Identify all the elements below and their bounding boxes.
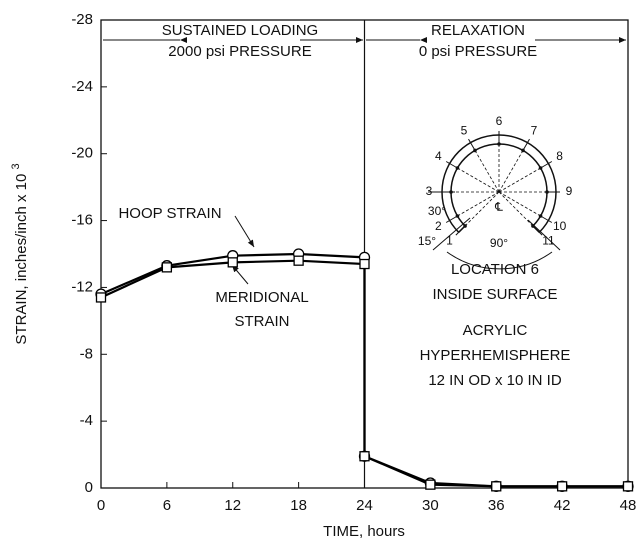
x-tick-label: 12 — [224, 497, 241, 514]
y-tick-label: 0 — [85, 479, 93, 496]
x-tick-label: 18 — [290, 497, 307, 514]
gauge-tick — [445, 161, 458, 169]
gauge-label: 7 — [531, 124, 538, 138]
annotation: SUSTAINED LOADING — [162, 22, 318, 39]
y-tick-label: -20 — [71, 145, 93, 162]
annotation: LOCATION 6 — [451, 261, 539, 278]
gauge-label: 11 — [542, 234, 555, 248]
gauge-tick — [540, 215, 553, 223]
y-tick-label: -24 — [71, 78, 93, 95]
annotation: INSIDE SURFACE — [432, 286, 557, 303]
gauge-ray — [457, 191, 500, 217]
gauge-label: 1 — [446, 234, 453, 248]
y-tick-label: -16 — [71, 212, 93, 229]
marker — [359, 451, 370, 462]
gauge-label: 2 — [435, 219, 442, 233]
marker — [622, 481, 634, 492]
x-tick-label: 24 — [356, 497, 373, 514]
gauge-tick — [455, 225, 466, 236]
angle-label: 30° — [428, 204, 446, 218]
axis-line — [527, 219, 561, 251]
marker — [425, 479, 436, 490]
annotation: ACRYLIC — [463, 322, 528, 339]
marker — [161, 262, 173, 273]
angle-label: 90° — [490, 236, 508, 250]
gauge-ray — [498, 150, 524, 193]
gauge-tick — [445, 215, 458, 223]
marker — [491, 481, 502, 492]
x-tick-label: 30 — [422, 497, 439, 514]
gauge-point — [455, 166, 460, 170]
gauge-point — [473, 148, 477, 153]
gauge-label: 4 — [435, 149, 442, 163]
gauge-ray — [457, 167, 500, 193]
gauge-point — [538, 166, 543, 170]
y-tick-label: -12 — [71, 278, 93, 295]
axis-line — [432, 217, 471, 251]
annotation: 12 IN OD x 10 IN ID — [428, 372, 562, 389]
angle-label: 15° — [418, 234, 436, 248]
legend-label: HOOP STRAIN — [118, 205, 221, 222]
gauge-tick — [468, 138, 476, 151]
y-tick-label: -4 — [80, 412, 93, 429]
annotation: 2000 psi PRESSURE — [168, 43, 311, 60]
x-tick-label: 6 — [163, 497, 171, 514]
centerline-label: ℄ — [494, 200, 503, 214]
series-line — [100, 259, 628, 488]
gauge-point — [455, 214, 460, 218]
gauge-point — [538, 214, 543, 218]
leader-arrow — [234, 215, 255, 248]
leader-arrow — [231, 264, 249, 285]
x-tick-label: 42 — [554, 497, 571, 514]
gauge-tick — [540, 161, 553, 169]
gauge-tick — [532, 225, 543, 236]
annotation: STRAIN — [234, 313, 289, 330]
annotation: MERIDIONAL — [215, 289, 308, 306]
x-axis-label: TIME, hours — [323, 523, 405, 540]
x-tick-label: 36 — [488, 497, 505, 514]
annotation: 0 psi PRESSURE — [419, 43, 537, 60]
gauge-label: 5 — [461, 124, 468, 138]
gauge-tick — [522, 138, 530, 151]
y-tick-label: -28 — [71, 11, 93, 28]
gauge-point — [497, 142, 501, 146]
marker — [556, 481, 568, 492]
x-tick-label: 48 — [620, 497, 637, 514]
x-tick-label: 0 — [97, 497, 105, 514]
gauge-ray — [474, 150, 500, 193]
marker — [293, 255, 304, 266]
gauge-ray — [498, 167, 541, 193]
marker — [95, 292, 107, 303]
marker — [227, 257, 238, 268]
gauge-ray — [498, 191, 534, 227]
gauge-ray — [464, 191, 500, 227]
gauge-label: 6 — [496, 114, 503, 128]
gauge-label: 8 — [556, 149, 563, 163]
marker — [359, 258, 370, 270]
gauge-label: 10 — [553, 219, 567, 233]
gauge-point — [545, 190, 549, 194]
gauge-label: 3 — [426, 184, 433, 198]
y-tick-label: -8 — [80, 345, 93, 362]
annotation: HYPERHEMISPHERE — [420, 347, 571, 364]
gauge-point — [463, 224, 467, 228]
gauge-label: 9 — [566, 184, 573, 198]
gauge-ray — [498, 191, 541, 217]
annotation: RELAXATION — [431, 22, 525, 39]
angle-arc — [446, 251, 553, 270]
y-axis-label: STRAIN, inches/inch x 10 3 — [10, 163, 30, 344]
gauge-point — [521, 148, 525, 153]
